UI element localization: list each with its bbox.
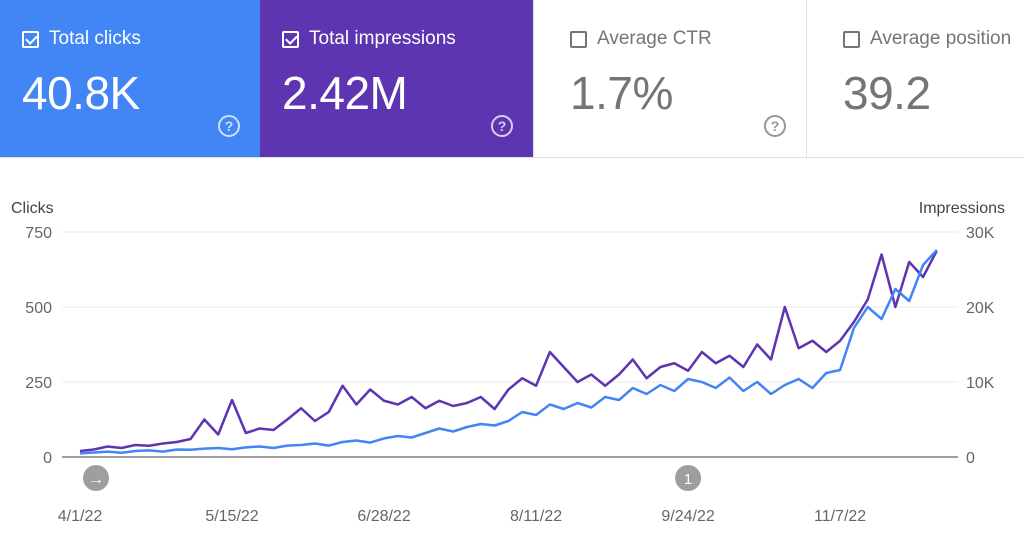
checkbox-icon[interactable] bbox=[843, 30, 860, 48]
y-tick-right: 30K bbox=[966, 225, 995, 242]
x-tick: 4/1/22 bbox=[58, 508, 103, 525]
x-tick: 8/11/22 bbox=[510, 508, 562, 525]
arrow-right-icon: → bbox=[88, 471, 104, 488]
y-axis-right-label: Impressions bbox=[919, 200, 1005, 217]
series-line-impressions bbox=[79, 250, 938, 453]
y-axis-left-label: Clicks bbox=[11, 200, 54, 217]
help-icon[interactable]: ? bbox=[218, 115, 240, 137]
card-total-impressions[interactable]: Total impressions 2.42M ? bbox=[260, 0, 533, 157]
checkbox-icon[interactable] bbox=[570, 30, 587, 48]
annotation-marker[interactable] bbox=[675, 465, 702, 491]
checkbox-icon[interactable] bbox=[282, 30, 299, 48]
card-label: Average position bbox=[870, 28, 1012, 49]
card-average-ctr[interactable]: Average CTR 1.7% ? bbox=[533, 0, 806, 157]
card-value: 39.2 bbox=[843, 67, 931, 119]
card-label: Average CTR bbox=[597, 28, 712, 49]
card-value: 1.7% bbox=[570, 67, 673, 119]
series-line-clicks bbox=[79, 249, 938, 455]
card-value: 2.42M bbox=[282, 67, 408, 119]
annotation-marker[interactable] bbox=[83, 465, 109, 491]
y-tick-left: 500 bbox=[25, 300, 52, 317]
y-tick-right: 20K bbox=[966, 300, 995, 317]
card-total-clicks[interactable]: Total clicks 40.8K ? bbox=[0, 0, 260, 157]
x-tick: 9/24/22 bbox=[661, 508, 714, 525]
y-tick-left: 750 bbox=[25, 225, 52, 242]
checkbox-icon[interactable] bbox=[22, 30, 39, 48]
card-label: Total clicks bbox=[49, 28, 141, 49]
help-icon[interactable]: ? bbox=[764, 115, 786, 137]
y-tick-right: 0 bbox=[966, 450, 975, 467]
annotation-label: 1 bbox=[684, 471, 692, 488]
x-tick: 5/15/22 bbox=[205, 508, 258, 525]
y-tick-left: 250 bbox=[25, 375, 52, 392]
x-tick: 11/7/22 bbox=[814, 508, 866, 525]
metric-cards: Total clicks 40.8K ? Total impressions 2… bbox=[0, 0, 1024, 158]
card-label: Total impressions bbox=[309, 28, 456, 49]
x-tick: 6/28/22 bbox=[357, 508, 410, 525]
card-value: 40.8K bbox=[22, 67, 140, 119]
performance-chart: Clicks Impressions 0 0 250 10K 500 20K 750 30K 4/1… bbox=[11, 200, 1005, 525]
help-icon[interactable]: ? bbox=[491, 115, 513, 137]
y-tick-right: 10K bbox=[966, 375, 995, 392]
card-average-position[interactable]: Average position 39.2 bbox=[806, 0, 1024, 157]
y-tick-left: 0 bbox=[43, 450, 52, 467]
